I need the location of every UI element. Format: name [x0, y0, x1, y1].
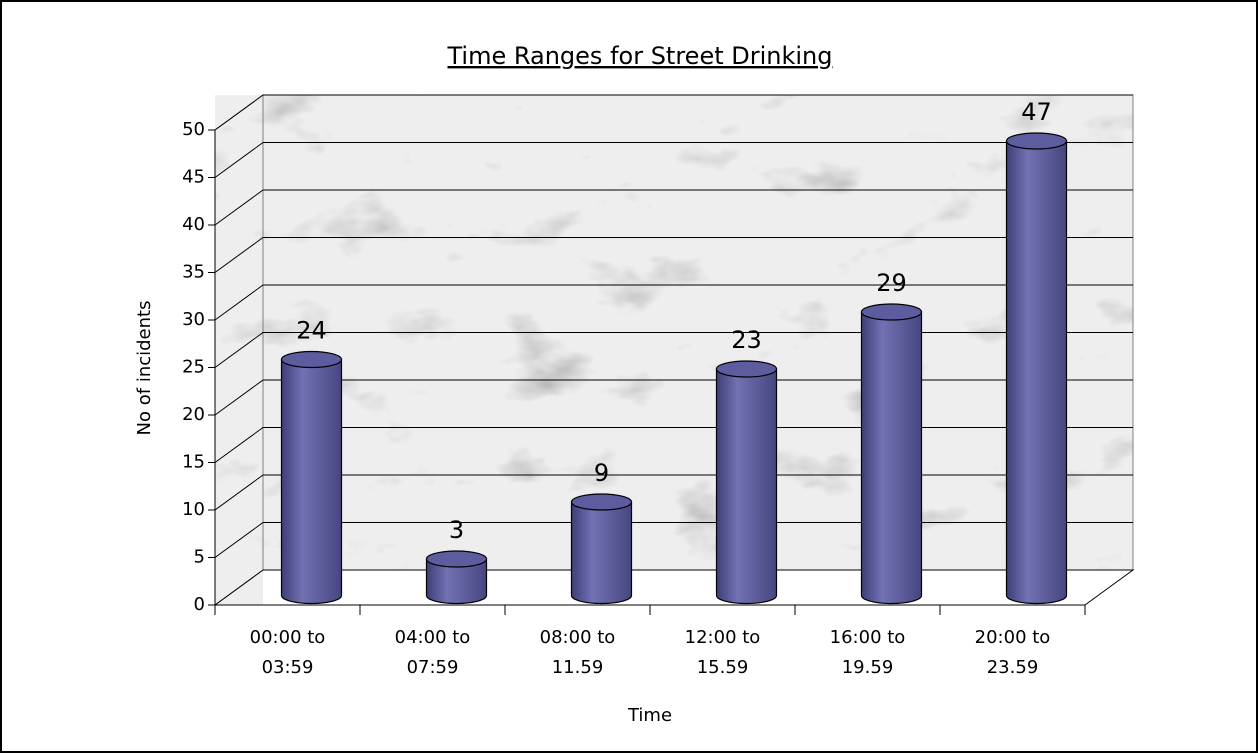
x-tick-label-box: 16:00 to 19.59: [829, 627, 906, 678]
grid-line: [214, 522, 1133, 558]
grid-line: [214, 284, 1133, 321]
x-tick-label: 04:00 to 07:59: [394, 627, 471, 678]
x-tick-label: 20:00 to 23.59: [974, 627, 1051, 678]
y-tick-label: 45: [182, 167, 205, 188]
floor: [214, 569, 1135, 606]
y-tick-label: 15: [182, 452, 205, 473]
y-tick-label: 25: [182, 357, 205, 378]
y-tick-label: 10: [182, 499, 205, 520]
grid-line: [214, 427, 1133, 463]
bar: [715, 368, 778, 605]
bar: [570, 501, 633, 605]
grid-line: [214, 474, 1133, 511]
grid-line: [214, 142, 1133, 178]
bar-top: [425, 550, 488, 568]
chart-title: Time Ranges for Street Drinking: [447, 42, 833, 70]
grid-line: [214, 379, 1133, 416]
bar-top: [715, 360, 778, 378]
bar: [425, 558, 488, 605]
bar-top: [860, 303, 923, 321]
x-axis-label: Time: [627, 705, 672, 726]
walls: [214, 94, 1135, 606]
y-tick-label: 5: [194, 547, 205, 568]
y-tick-label: 50: [182, 119, 205, 140]
x-tick-label: 16:00 to 19.59: [829, 627, 906, 678]
bar-top: [570, 493, 633, 511]
y-tick-label: 35: [182, 262, 205, 283]
y-tick-label: 30: [182, 309, 205, 330]
data-label: 9: [594, 459, 609, 487]
data-label: 29: [876, 269, 907, 297]
bar: [1005, 140, 1068, 605]
y-axis-label: No of incidents: [134, 301, 155, 436]
x-tick-label-box: 12:00 to 15.59: [684, 627, 761, 678]
x-tick-label: 12:00 to 15.59: [684, 627, 761, 678]
data-label: 47: [1021, 98, 1052, 126]
data-label: 3: [449, 516, 464, 544]
bar-top: [1005, 132, 1068, 150]
y-tick-label: 40: [182, 214, 205, 235]
grid-line: [214, 332, 1133, 368]
grid-line: [214, 237, 1133, 273]
bar: [860, 311, 923, 605]
data-label: 24: [296, 317, 327, 345]
x-tick-label: 08:00 to 11.59: [539, 627, 616, 678]
grid-line: [214, 189, 1133, 226]
x-tick-label-box: 08:00 to 11.59: [539, 627, 616, 678]
x-tick-label: 00:00 to 03:59: [249, 627, 326, 678]
y-tick-label: 20: [182, 404, 205, 425]
bar: [280, 358, 343, 605]
y-tick-label: 0: [194, 594, 205, 615]
grid-line: [214, 94, 1133, 131]
bar-top: [280, 350, 343, 369]
data-label: 23: [731, 326, 762, 354]
x-tick-label-box: 00:00 to 03:59: [249, 627, 326, 678]
x-tick-label-box: 20:00 to 23.59: [974, 627, 1051, 678]
x-tick-label-box: 04:00 to 07:59: [394, 627, 471, 678]
